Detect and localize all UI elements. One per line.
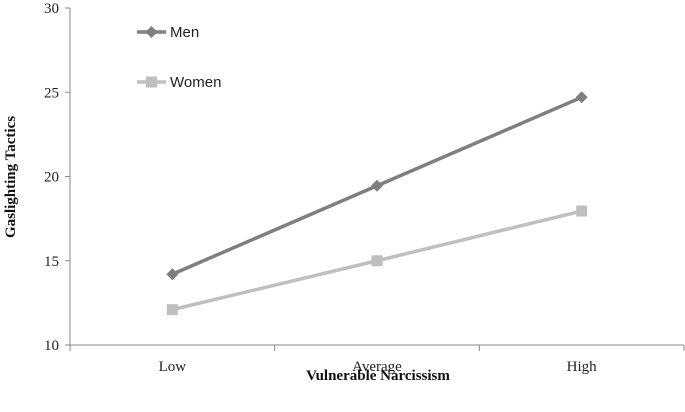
- series-women: [166, 205, 588, 316]
- data-point-women: [371, 255, 383, 267]
- legend-label-women: Women: [170, 74, 221, 91]
- data-point-women: [576, 205, 588, 217]
- legend-item-women: Women: [137, 74, 221, 91]
- y-tick-label: 20: [44, 170, 59, 186]
- legend-marker-women: [146, 76, 157, 88]
- legend-label-men: Men: [170, 24, 199, 41]
- axes: [65, 7, 685, 351]
- y-tick-label: 30: [44, 1, 59, 17]
- data-point-women: [166, 304, 178, 316]
- tick-labels: 10 15 20 25 30 Low Average High: [44, 1, 597, 375]
- data-point-men: [371, 179, 383, 192]
- x-tick-label: Average: [352, 359, 402, 375]
- series-men: [166, 91, 588, 281]
- x-tick-label: Low: [159, 359, 187, 375]
- y-tick-label: 10: [44, 338, 59, 354]
- y-tick-label: 25: [44, 85, 59, 101]
- data-point-men: [166, 268, 179, 281]
- y-tick-label: 15: [44, 254, 59, 270]
- legend: Men Women: [137, 24, 221, 91]
- x-tick-label: High: [567, 359, 598, 375]
- legend-marker-men: [145, 26, 158, 38]
- legend-item-men: Men: [137, 24, 199, 41]
- series-group: [166, 91, 588, 316]
- data-point-men: [575, 91, 588, 104]
- x-axis-title: Vulnerable Narcissism: [306, 368, 450, 384]
- y-axis-title: Gaslighting Tactics: [3, 116, 19, 238]
